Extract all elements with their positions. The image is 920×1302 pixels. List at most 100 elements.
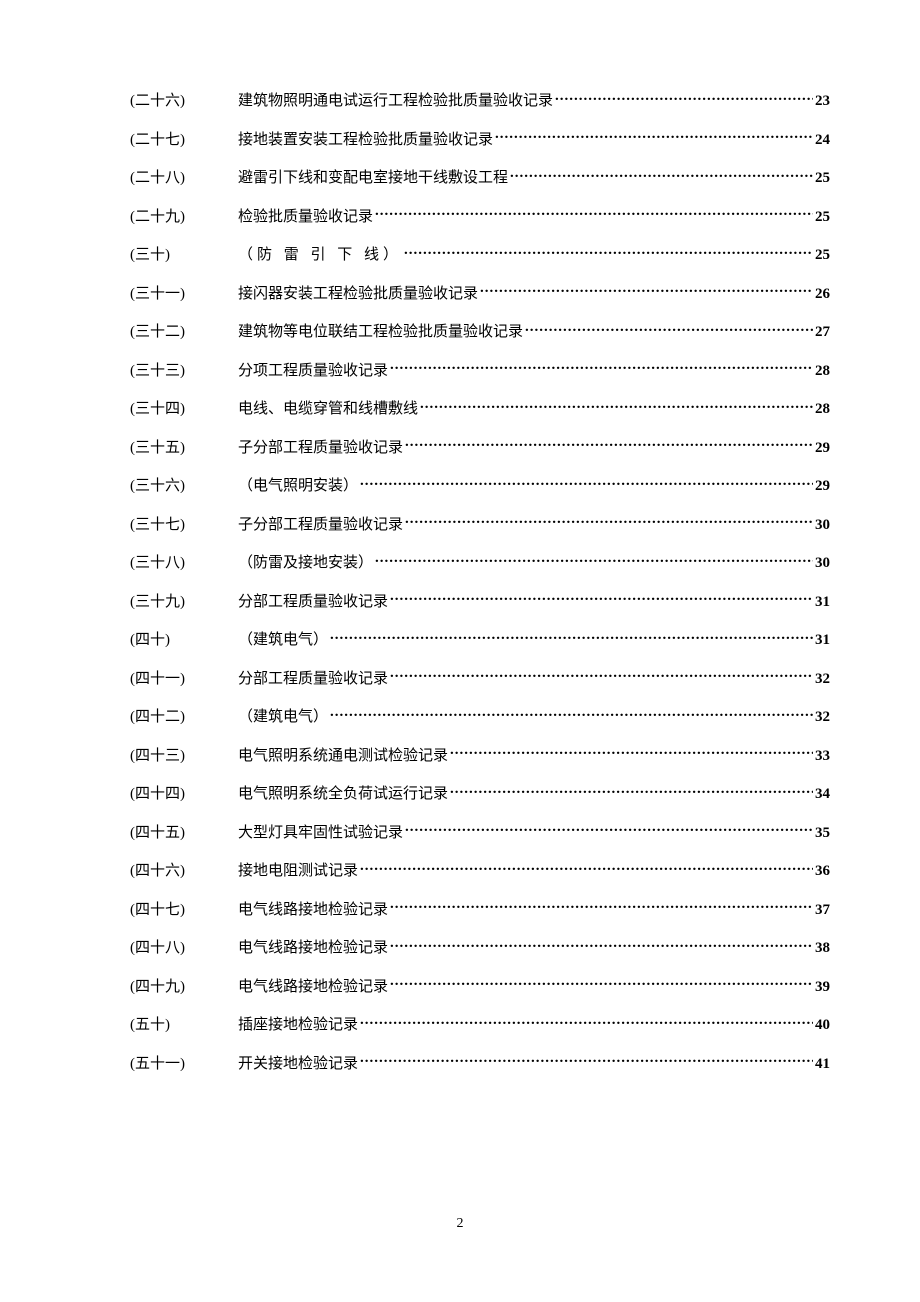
toc-entry-number: (三十三) (130, 360, 238, 383)
toc-entry: (三十一)接闪器安装工程检验批质量验收记录 26 (130, 283, 830, 306)
toc-entry-number: (四十八) (130, 937, 238, 960)
page-number: 2 (457, 1216, 464, 1232)
toc-entry: (四十一)分部工程质量验收记录 32 (130, 668, 830, 691)
toc-entry-page: 41 (815, 1053, 830, 1076)
toc-entry-number: (四十四) (130, 783, 238, 806)
toc-leader-dots (390, 668, 813, 683)
toc-entry-title: （建筑电气） (238, 706, 328, 729)
toc-entry: (四十八)电气线路接地检验记录38 (130, 937, 830, 960)
toc-entry-page: 25 (815, 206, 830, 229)
toc-entry: (四十七)电气线路接地检验记录 37 (130, 899, 830, 922)
toc-entry: (三十八)（防雷及接地安装）30 (130, 552, 830, 575)
toc-leader-dots (405, 822, 813, 837)
toc-entry-title: 接地电阻测试记录 (238, 860, 358, 883)
toc-leader-dots (390, 976, 813, 991)
toc-entry: (四十六)接地电阻测试记录 36 (130, 860, 830, 883)
toc-entry-number: (三十六) (130, 475, 238, 498)
toc-entry-page: 38 (815, 937, 830, 960)
toc-entry-number: (四十五) (130, 822, 238, 845)
toc-entry-title: （电气照明安装） (238, 475, 358, 498)
toc-entry-title: 子分部工程质量验收记录 (238, 514, 403, 537)
toc-entry: (四十四)电气照明系统全负荷试运行记录34 (130, 783, 830, 806)
toc-entry-title: 建筑物等电位联结工程检验批质量验收记录 (238, 321, 523, 344)
toc-entry-title: 电气线路接地检验记录 (238, 899, 388, 922)
toc-entry-title: 分部工程质量验收记录 (238, 591, 388, 614)
toc-entry-page: 28 (815, 360, 830, 383)
toc-entry-number: (二十九) (130, 206, 238, 229)
toc-entry-page: 27 (815, 321, 830, 344)
toc-entry-page: 32 (815, 706, 830, 729)
toc-entry-page: 40 (815, 1014, 830, 1037)
toc-entry-number: (四十三) (130, 745, 238, 768)
toc-entry-page: 29 (815, 475, 830, 498)
toc-entry-title: 避雷引下线和变配电室接地干线敷设工程 (238, 167, 508, 190)
toc-entry: (二十八)避雷引下线和变配电室接地干线敷设工程25 (130, 167, 830, 190)
toc-entry: (三十九)分部工程质量验收记录 31 (130, 591, 830, 614)
toc-entry: (四十)（建筑电气）31 (130, 629, 830, 652)
toc-entry-title: 接地装置安装工程检验批质量验收记录 (238, 129, 493, 152)
toc-entry-page: 30 (815, 552, 830, 575)
toc-leader-dots (450, 783, 813, 798)
toc-entry: (二十六)建筑物照明通电试运行工程检验批质量验收记录23 (130, 90, 830, 113)
toc-entry-number: (三十一) (130, 283, 238, 306)
toc-entry-number: (三十五) (130, 437, 238, 460)
toc-leader-dots (375, 206, 813, 221)
toc-entry-number: (三十九) (130, 591, 238, 614)
toc-entry-page: 37 (815, 899, 830, 922)
toc-leader-dots (555, 90, 813, 105)
toc-entry-number: (四十六) (130, 860, 238, 883)
toc-entry-number: (三十八) (130, 552, 238, 575)
toc-entry-title: 电气照明系统通电测试检验记录 (238, 745, 448, 768)
toc-entry-page: 32 (815, 668, 830, 691)
toc-entry: (二十九)检验批质量验收记录 25 (130, 206, 830, 229)
toc-entry-number: (四十九) (130, 976, 238, 999)
toc-leader-dots (390, 360, 813, 375)
toc-entry-number: (三十七) (130, 514, 238, 537)
toc-entry-number: (三十二) (130, 321, 238, 344)
toc-entry-page: 28 (815, 398, 830, 421)
toc-entry-title: 检验批质量验收记录 (238, 206, 373, 229)
toc-entry-title: 分项工程质量验收记录 (238, 360, 388, 383)
toc-leader-dots (480, 283, 813, 298)
toc-entry-number: (四十一) (130, 668, 238, 691)
toc-entry: (三十)（防 雷 引 下 线）25 (130, 244, 830, 267)
toc-entry-number: (五十) (130, 1014, 238, 1037)
toc-leader-dots (405, 437, 813, 452)
toc-entry-title: 接闪器安装工程检验批质量验收记录 (238, 283, 478, 306)
toc-leader-dots (525, 321, 813, 336)
toc-leader-dots (495, 129, 813, 144)
toc-leader-dots (360, 1053, 813, 1068)
toc-entry-page: 33 (815, 745, 830, 768)
toc-entry-page: 36 (815, 860, 830, 883)
toc-entry-number: (五十一) (130, 1053, 238, 1076)
toc-leader-dots (404, 244, 813, 259)
toc-entry: (四十九)电气线路接地检验记录39 (130, 976, 830, 999)
toc-leader-dots (390, 937, 813, 952)
toc-entry: (二十七)接地装置安装工程检验批质量验收记录24 (130, 129, 830, 152)
toc-entry-number: (四十七) (130, 899, 238, 922)
toc-entry-title: 分部工程质量验收记录 (238, 668, 388, 691)
toc-entry: (四十五)大型灯具牢固性试验记录35 (130, 822, 830, 845)
toc-entry-page: 26 (815, 283, 830, 306)
toc-entry-page: 34 (815, 783, 830, 806)
toc-entry-page: 29 (815, 437, 830, 460)
toc-entry: (三十二)建筑物等电位联结工程检验批质量验收记录 27 (130, 321, 830, 344)
table-of-contents: (二十六)建筑物照明通电试运行工程检验批质量验收记录23 (二十七)接地装置安装工… (130, 90, 830, 1075)
toc-entry-title: 子分部工程质量验收记录 (238, 437, 403, 460)
toc-entry: (三十五)子分部工程质量验收记录 29 (130, 437, 830, 460)
toc-entry-page: 25 (815, 244, 830, 267)
toc-entry-title: 开关接地检验记录 (238, 1053, 358, 1076)
toc-entry-number: (二十八) (130, 167, 238, 190)
toc-leader-dots (450, 745, 813, 760)
toc-leader-dots (360, 475, 813, 490)
toc-entry: (三十四)电线、电缆穿管和线槽敷线28 (130, 398, 830, 421)
toc-entry-title: 大型灯具牢固性试验记录 (238, 822, 403, 845)
toc-entry-page: 31 (815, 591, 830, 614)
toc-entry-title: （建筑电气） (238, 629, 328, 652)
toc-leader-dots (390, 899, 813, 914)
toc-entry-number: (二十七) (130, 129, 238, 152)
toc-leader-dots (330, 629, 813, 644)
toc-leader-dots (510, 167, 813, 182)
toc-entry-page: 23 (815, 90, 830, 113)
toc-entry-number: (三十) (130, 244, 238, 267)
